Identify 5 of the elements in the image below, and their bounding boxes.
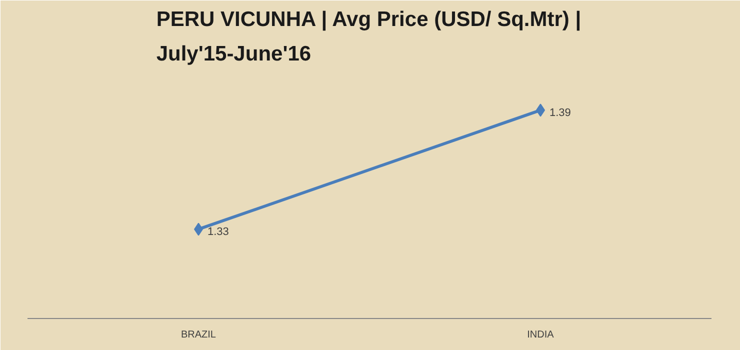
data-label: 1.39 (550, 107, 571, 120)
data-label: 1.33 (208, 226, 229, 238)
x-tick-label: BRAZIL (180, 330, 216, 340)
x-tick-label: INDIA (527, 330, 554, 340)
chart-title: PERU VICUNHA | Avg Price (USD/ Sq.Mtr) | July'15-June'16 (156, 8, 582, 66)
